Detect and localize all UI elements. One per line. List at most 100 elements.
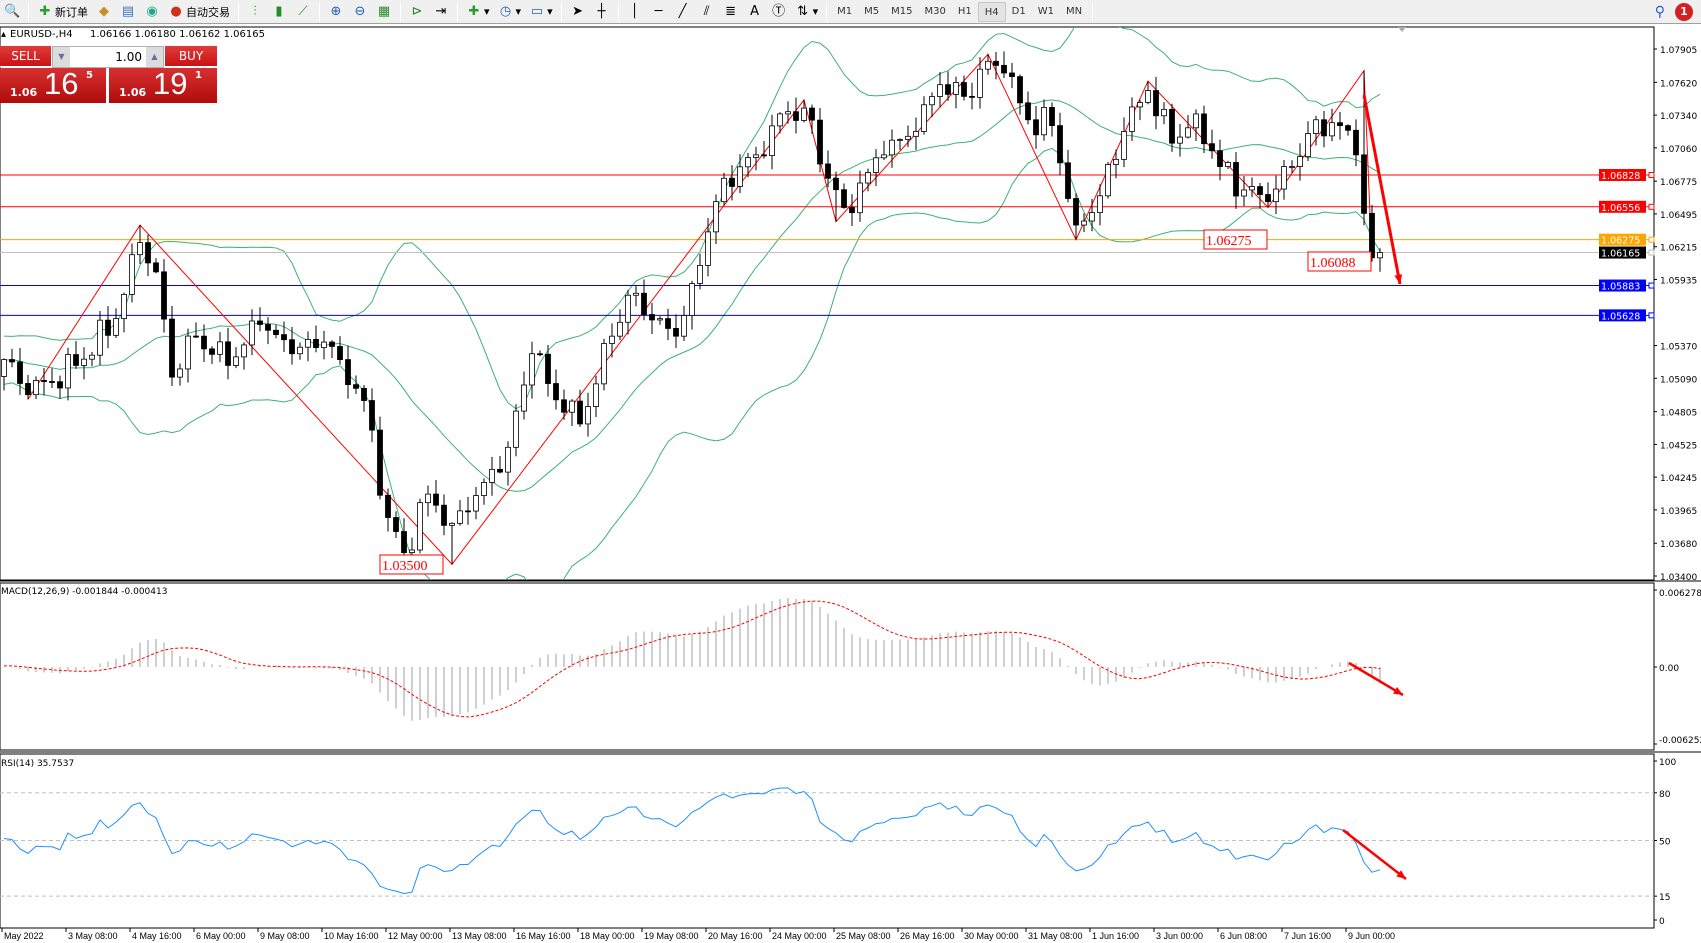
zoom-out-button[interactable]: ⊖ [348, 1, 372, 23]
candle-bull [713, 201, 719, 233]
market-watch-button[interactable]: ◆ [92, 1, 116, 23]
text-button[interactable]: A [743, 1, 767, 23]
timeframe-h1[interactable]: H1 [957, 5, 972, 17]
level-handle-icon [1648, 203, 1655, 210]
cursor-button[interactable]: ➤ [566, 1, 590, 23]
timeframe-d1[interactable]: D1 [1011, 5, 1026, 17]
candle-bull [457, 510, 463, 524]
level-price-label: 1.06275 [1601, 236, 1640, 247]
candle-bull [1185, 127, 1191, 138]
text-label-button[interactable]: Ⓣ [767, 1, 791, 23]
lot-stepper[interactable]: ▼ ▲ [52, 46, 164, 68]
toolbar-divider [400, 2, 401, 21]
trendline-button[interactable]: ╱ [671, 1, 695, 23]
periods-button[interactable]: ◷ ▾ [494, 1, 526, 23]
notifications-icon[interactable]: 1 [1675, 3, 1693, 21]
buy-price[interactable]: 1.06 19 1 [109, 66, 217, 103]
candle-bear [201, 335, 207, 350]
price-annotation: 1.03500 [382, 559, 428, 574]
fibonacci-button[interactable]: ≣ [719, 1, 743, 23]
time-tick-label: 16 May 16:00 [516, 931, 571, 941]
toolbar-divider [238, 2, 239, 21]
buy-button[interactable]: BUY [165, 46, 217, 67]
candle-bear [537, 353, 543, 356]
crosshair-button[interactable]: ┼ [590, 1, 614, 23]
candle-bear [961, 82, 967, 97]
time-tick-label: 3 May 08:00 [68, 931, 118, 941]
trendline-icon: ╱ [678, 3, 687, 19]
new-order-button[interactable]: ✚ 新订单 [33, 1, 92, 23]
templates-button[interactable]: ▭ ▾ [530, 3, 553, 19]
candle-bull [1145, 90, 1151, 103]
price-annotation-box [379, 554, 444, 575]
candle-bull [745, 157, 751, 168]
price-tick-label: 1.04245 [1660, 474, 1697, 484]
candle-bull [33, 380, 39, 396]
vertical-line-button[interactable]: │ [623, 1, 647, 23]
auto-trading-label: 自动交易 [186, 5, 230, 19]
bollinger-lower-band [3, 147, 1381, 580]
candle-bull [449, 522, 455, 526]
candle-bull [985, 60, 991, 70]
buy-price-pips: 19 [153, 66, 188, 101]
price-tick-label: 1.05370 [1660, 343, 1697, 353]
timeframe-h4[interactable]: H4 [977, 1, 1006, 22]
auto-trading-button[interactable]: ● 自动交易 [164, 1, 234, 23]
data-window-button[interactable]: ▤ [116, 1, 140, 23]
candle-bull [697, 264, 703, 284]
search-icon[interactable]: ⚲ [1654, 4, 1665, 20]
candle-bull [937, 84, 943, 97]
candle-bull [1329, 122, 1335, 137]
time-tick-label: 13 May 08:00 [452, 931, 507, 941]
lot-decrease-icon[interactable]: ▼ [53, 47, 70, 67]
candle-bear [1337, 122, 1343, 127]
lot-increase-icon[interactable]: ▲ [146, 47, 163, 67]
timeframe-m30[interactable]: M30 [924, 5, 946, 17]
candle-bull [321, 341, 327, 348]
sell-price-point: 5 [86, 70, 93, 81]
auto-scroll-button[interactable]: ⊳ [405, 1, 429, 23]
candle-bull [249, 320, 255, 346]
candle-bull [681, 315, 687, 337]
zoom-in-button[interactable]: ⊕ [324, 1, 348, 23]
timeframe-mn[interactable]: MN [1065, 5, 1083, 17]
timeframe-m5[interactable]: M5 [864, 5, 880, 17]
indicators-icon: ✚ [468, 3, 480, 19]
down-arrow-rsi-head-icon [1396, 870, 1406, 879]
zoom-partial-button[interactable]: 🔍 [0, 1, 24, 23]
candlestick-button[interactable]: ▮ [267, 1, 291, 23]
candle-bull [689, 283, 695, 316]
time-tick-label: 30 May 00:00 [964, 931, 1019, 941]
candle-bull [409, 549, 415, 553]
timeframe-m1[interactable]: M1 [837, 5, 853, 17]
sell-button[interactable]: SELL [0, 46, 51, 67]
signals-button[interactable]: ◉ [140, 1, 164, 23]
candle-bull [1249, 186, 1255, 191]
timeframe-w1[interactable]: W1 [1037, 5, 1054, 17]
level-price-label: 1.05628 [1601, 311, 1640, 322]
buy-price-prefix: 1.06 [119, 86, 147, 99]
lot-input[interactable] [70, 48, 146, 66]
tile-windows-button[interactable]: ▦ [372, 1, 396, 23]
candle-bull [529, 353, 535, 386]
equidistant-channel-button[interactable]: ⫽ [695, 1, 719, 23]
chart-collapse-icon[interactable]: ▴ [1, 29, 6, 40]
candle-bear [649, 314, 655, 321]
time-tick-label: 19 May 08:00 [644, 931, 699, 941]
timeframe-m15[interactable]: M15 [891, 5, 913, 17]
line-chart-button[interactable]: ⟋ [291, 1, 315, 23]
candle-bear [1033, 119, 1039, 136]
sell-price[interactable]: 1.06 16 5 [0, 66, 106, 103]
candle-bear [433, 493, 439, 506]
horizontal-line-button[interactable]: ─ [647, 1, 671, 23]
chart-shift-button[interactable]: ⇥ [429, 1, 453, 23]
candle-bear [225, 341, 231, 366]
level-price-label: 1.05883 [1601, 282, 1640, 293]
candle-bull [1377, 252, 1383, 259]
candle-bear [361, 387, 367, 401]
indicators-button[interactable]: ✚ ▾ [462, 1, 494, 23]
arrows-button[interactable]: ⇅ ▾ [791, 1, 823, 23]
new-order-icon: ✚ [39, 3, 51, 19]
bar-chart-button[interactable]: ⫶ [243, 1, 267, 23]
